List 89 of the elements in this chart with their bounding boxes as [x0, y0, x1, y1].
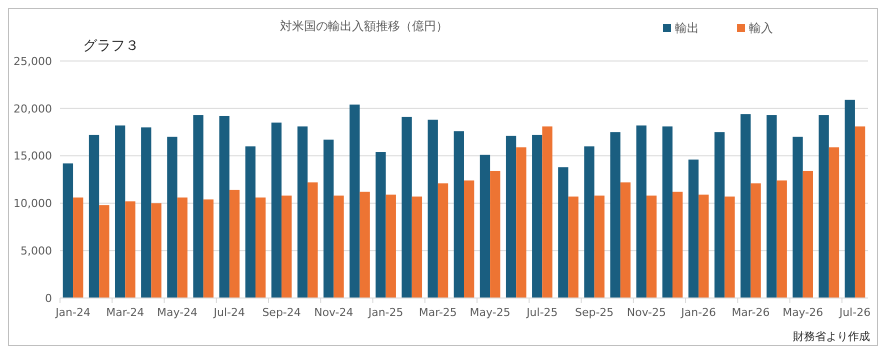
bar	[688, 160, 699, 298]
bar	[646, 196, 657, 298]
x-tick-label: Sep-24	[262, 306, 301, 319]
bar	[271, 122, 282, 298]
bar	[776, 180, 787, 298]
bar	[714, 132, 725, 298]
bar	[464, 180, 474, 298]
bar	[542, 126, 552, 298]
y-tick-label: 20,000	[14, 102, 52, 116]
x-tick-label: Mar-25	[418, 306, 457, 319]
bar	[568, 196, 578, 298]
x-tick-label: Nov-24	[314, 306, 354, 319]
chart-title: 対米国の輸出入額推移（億円）	[280, 19, 448, 33]
bar	[229, 190, 240, 298]
bar	[532, 134, 542, 298]
bar	[750, 183, 761, 298]
x-tick-label: Jan-26	[680, 306, 716, 319]
bar	[141, 127, 152, 298]
text: グラフ３	[83, 38, 139, 54]
y-tick-label: 5,000	[20, 244, 52, 258]
bar	[193, 115, 204, 298]
bar	[454, 131, 464, 298]
legend-label: 輸出	[675, 21, 699, 35]
x-tick-label: Jan-25	[367, 306, 404, 319]
bar	[672, 192, 683, 298]
y-tick-label: 0	[45, 292, 52, 305]
x-tick-label: Nov-25	[626, 306, 666, 319]
bar	[360, 192, 370, 298]
bar	[490, 170, 500, 298]
bar	[412, 196, 422, 298]
bar	[844, 100, 855, 298]
bar	[558, 167, 568, 298]
bar	[636, 125, 646, 298]
bar	[584, 146, 594, 298]
bar	[297, 126, 308, 298]
bar	[282, 196, 292, 298]
bar	[620, 182, 631, 298]
bar	[376, 152, 386, 298]
bar	[99, 205, 110, 298]
bar	[480, 154, 490, 298]
x-tick-label: Jul-24	[212, 306, 246, 319]
bar	[219, 116, 230, 298]
y-tick-label: 15,000	[14, 150, 52, 163]
bar	[438, 183, 448, 298]
bar	[828, 147, 840, 298]
bar	[854, 126, 866, 298]
bar	[308, 182, 318, 298]
x-tick-label: Mar-24	[106, 306, 144, 319]
bar	[818, 115, 829, 298]
bar	[610, 132, 620, 298]
x-tick-label: Jan-24	[54, 306, 90, 319]
bar	[255, 198, 266, 298]
bar	[516, 147, 526, 298]
x-tick-label: May-25	[470, 306, 510, 319]
bar	[506, 136, 516, 298]
bar	[177, 198, 188, 298]
bar	[334, 196, 344, 298]
x-tick-label: Mar-26	[732, 306, 770, 319]
x-tick-label: Sep-25	[574, 306, 614, 319]
bar	[167, 136, 178, 298]
bar	[245, 146, 256, 298]
bar	[594, 196, 604, 298]
bar	[792, 136, 803, 298]
bar	[402, 116, 412, 298]
bar	[114, 125, 126, 298]
bar	[88, 134, 100, 298]
bar	[698, 194, 709, 298]
y-tick-label: 25,000	[14, 54, 52, 68]
bar	[724, 196, 735, 298]
bar	[740, 114, 751, 298]
bar	[324, 140, 334, 298]
bar	[125, 201, 136, 298]
bar	[766, 115, 777, 298]
bar	[203, 199, 214, 298]
bar	[350, 104, 360, 298]
bar	[73, 198, 84, 298]
y-tick-label: 10,000	[14, 197, 52, 210]
x-tick-label: Jul-26	[838, 306, 871, 319]
bar	[151, 203, 162, 298]
bar	[802, 170, 814, 298]
text: 財務省より作成	[793, 330, 870, 343]
bar	[428, 120, 438, 298]
bar	[662, 126, 673, 298]
x-tick-label: May-24	[157, 306, 198, 319]
bar	[386, 194, 396, 298]
x-tick-label: May-26	[782, 306, 824, 319]
x-tick-label: Jul-25	[526, 306, 558, 319]
legend-label: 輸入	[749, 21, 773, 35]
bar	[62, 163, 74, 298]
